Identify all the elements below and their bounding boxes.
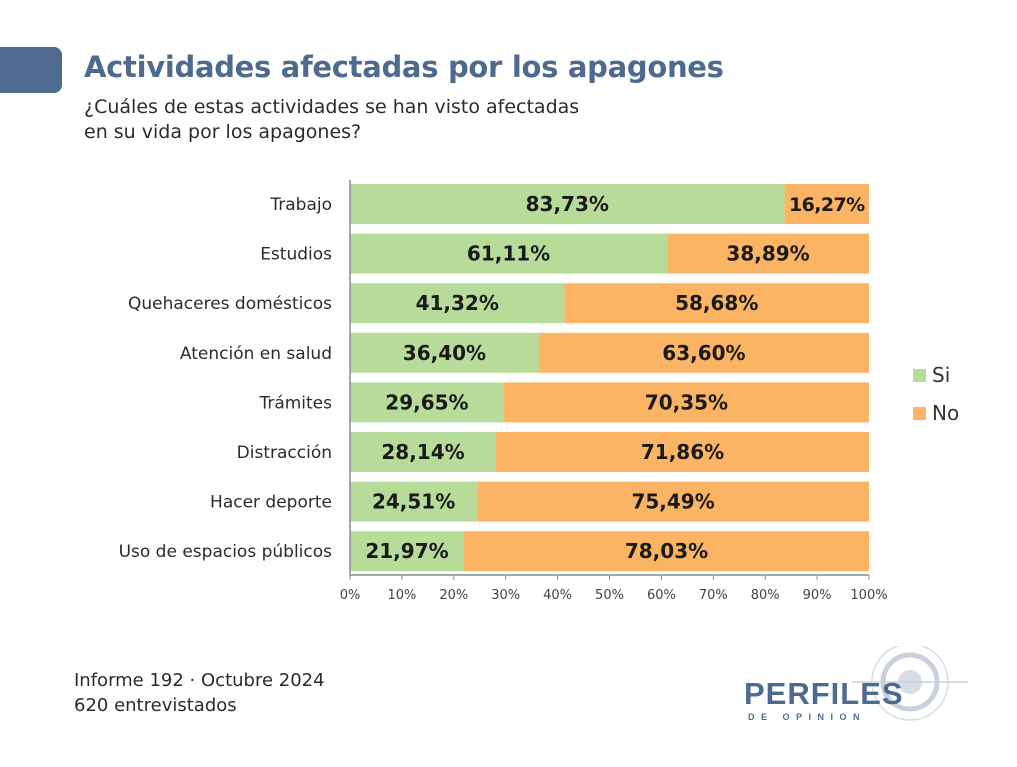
data-label-no: 58,68% (675, 291, 758, 315)
data-label-no: 38,89% (726, 242, 809, 266)
data-label-si: 24,51% (372, 490, 455, 514)
legend-label-si: Si (932, 363, 951, 387)
bar-si (350, 332, 539, 373)
bar-si (350, 233, 668, 274)
bar-no (564, 283, 869, 324)
subtitle-line-2: en su vida por los apagones? (84, 121, 362, 143)
category-label: Atención en salud (180, 344, 332, 364)
bar-si (350, 382, 504, 423)
x-tick-label: 90% (803, 588, 832, 603)
data-label-no: 71,86% (641, 440, 724, 464)
data-label-si: 61,11% (467, 242, 550, 266)
data-label-no: 16,27% (789, 194, 865, 216)
chart-title: Actividades afectadas por los apagones (84, 50, 724, 84)
x-tick-label: 80% (751, 588, 780, 603)
legend-swatch-si (913, 368, 926, 382)
bar-no (496, 432, 869, 472)
x-tick-label: 50% (595, 588, 624, 603)
bar-no (538, 332, 869, 373)
bar-si (350, 184, 785, 224)
subtitle-line-1: ¿Cuáles de estas actividades se han vist… (84, 96, 580, 118)
legend-item-no: No (913, 394, 959, 432)
data-label-si: 83,73% (526, 192, 609, 216)
bar-no (464, 531, 869, 572)
svg-text:PERFILES: PERFILES (744, 676, 904, 711)
legend: Si No (913, 356, 959, 432)
category-label: Hacer deporte (210, 493, 332, 513)
data-label-no: 70,35% (645, 390, 728, 414)
x-tick-label: 40% (543, 588, 572, 603)
data-label-si: 41,32% (416, 291, 499, 315)
data-label-no: 75,49% (631, 490, 714, 514)
x-tick-label: 20% (439, 588, 468, 603)
legend-swatch-no (913, 406, 926, 420)
perfiles-de-opinion-logo: PERFILES DE OPINION (744, 646, 968, 722)
data-label-si: 36,40% (403, 341, 486, 365)
data-label-si: 29,65% (385, 390, 468, 414)
accent-tab (0, 47, 62, 93)
category-label: Trámites (258, 393, 332, 413)
footer-sample: 620 entrevistados (74, 695, 237, 716)
category-label: Distracción (237, 443, 332, 463)
category-label: Quehaceres domésticos (128, 294, 332, 314)
legend-item-si: Si (913, 356, 959, 394)
category-label: Uso de espacios públicos (119, 542, 333, 562)
x-tick-label: 30% (491, 588, 520, 603)
bar-si (350, 432, 497, 472)
data-label-si: 21,97% (365, 539, 448, 563)
bar-si (350, 531, 465, 572)
x-tick-label: 10% (387, 588, 416, 603)
bar-no (784, 184, 869, 224)
footer-note: Informe 192 · Octubre 2024 620 entrevist… (74, 668, 325, 718)
x-tick-label: 70% (699, 588, 728, 603)
data-label-no: 63,60% (662, 341, 745, 365)
data-label-si: 28,14% (381, 440, 464, 464)
x-tick-label: 0% (340, 588, 361, 603)
bar-si (350, 283, 565, 324)
bar-no (503, 382, 869, 423)
data-label-no: 78,03% (625, 539, 708, 563)
bar-si (350, 481, 478, 522)
bar-no (477, 481, 869, 522)
x-tick-label: 100% (850, 588, 887, 603)
svg-text:DE OPINION: DE OPINION (748, 712, 866, 722)
bar-no (667, 233, 869, 274)
x-tick-label: 60% (647, 588, 676, 603)
legend-label-no: No (932, 401, 960, 425)
chart-subtitle: ¿Cuáles de estas actividades se han vist… (84, 95, 704, 145)
footer-report: Informe 192 · Octubre 2024 (74, 670, 325, 691)
category-label: Estudios (260, 245, 332, 265)
category-label: Trabajo (269, 195, 332, 215)
